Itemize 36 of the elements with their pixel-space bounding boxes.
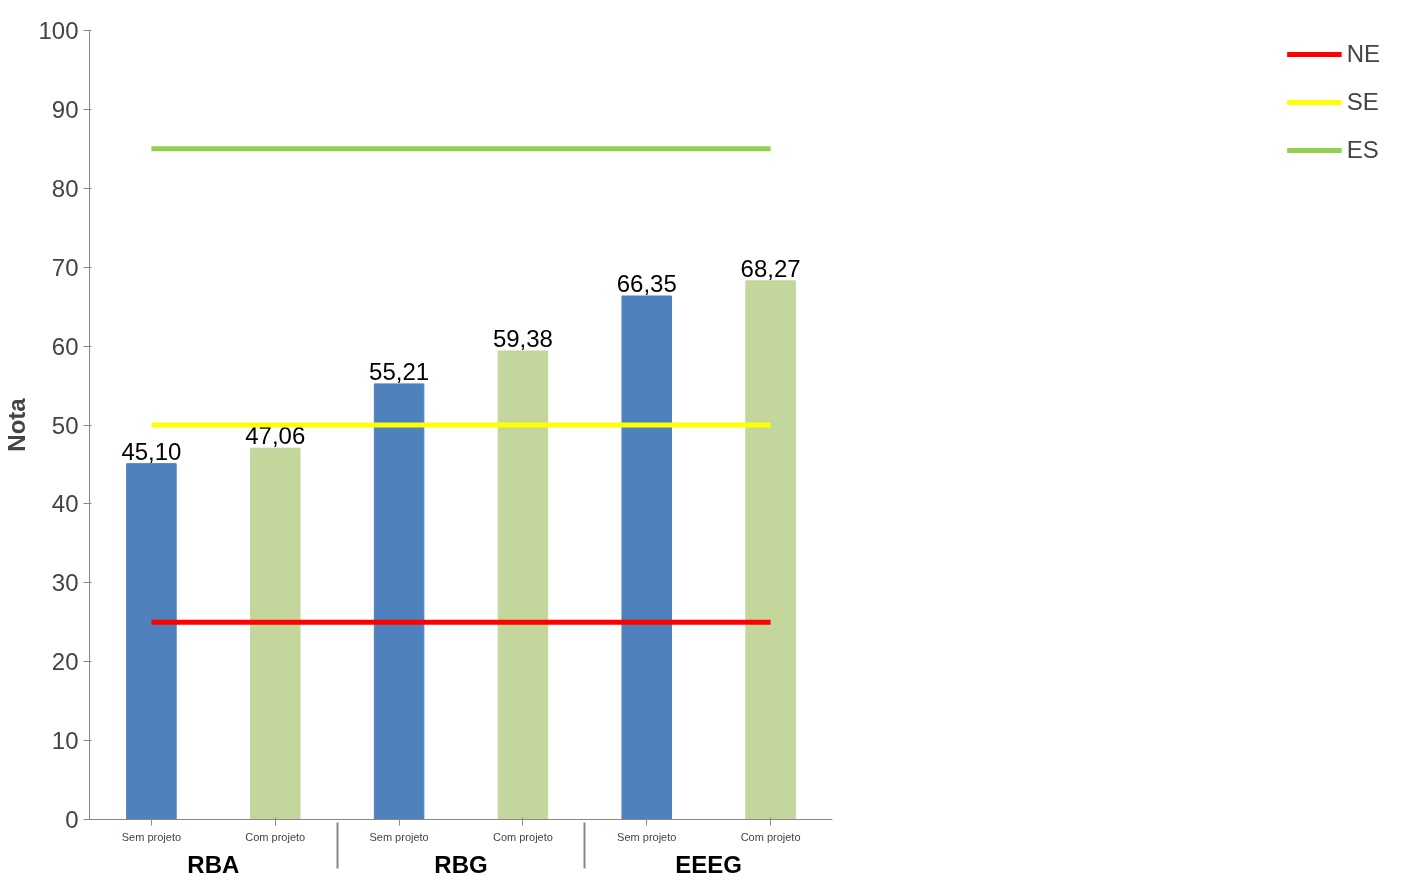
text: RBG [434,850,488,878]
data-label: 59,38 [492,324,553,352]
y-tick-label: 10 [51,727,79,755]
data-label: 55,21 [369,357,430,385]
y-tick-label: 90 [51,95,79,123]
text: EEEG [675,850,743,878]
text: RBA [187,850,240,878]
legend-label: ES [1346,136,1379,164]
y-tick-label: 80 [51,174,79,202]
y-tick-label: 30 [51,569,79,597]
legend-label: NE [1346,40,1380,68]
bar [126,463,177,820]
bar [249,447,301,820]
y-tick-label: 50 [51,411,79,439]
y-tick-label: 0 [65,806,79,833]
bar [373,383,425,820]
x-tick-label: Sem projeto [121,830,182,843]
bar [621,295,673,820]
y-tick-label: 70 [51,253,79,281]
bar [497,350,549,820]
y-axis-title: Nota [3,397,31,452]
y-tick-label: 40 [51,490,79,518]
y-tick-label: 60 [51,332,79,360]
y-tick-label: 100 [38,17,79,44]
x-tick-label: Com projeto [245,830,306,843]
data-label: 47,06 [245,422,306,450]
legend-label: SE [1346,88,1379,116]
bar [745,280,796,820]
x-tick-label: Sem projeto [369,830,429,843]
data-label: 68,27 [740,254,801,282]
y-tick-label: 20 [51,648,79,676]
data-label: 66,35 [616,270,677,297]
data-label: 45,10 [121,437,182,465]
x-tick-label: Sem projeto [617,830,677,843]
x-tick-label: Com projeto [492,830,553,843]
x-tick-label: Com projeto [740,830,801,843]
